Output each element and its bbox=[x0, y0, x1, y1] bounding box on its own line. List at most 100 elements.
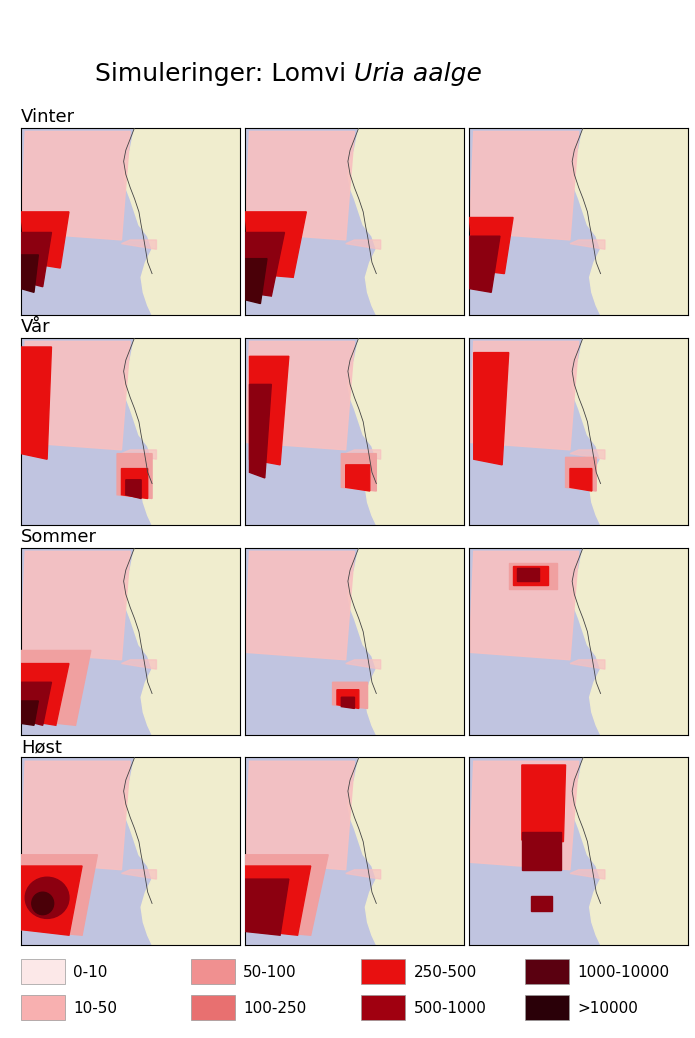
FancyBboxPatch shape bbox=[361, 959, 405, 984]
Polygon shape bbox=[21, 132, 130, 240]
Text: Sommer: Sommer bbox=[21, 528, 97, 546]
Polygon shape bbox=[469, 342, 579, 449]
Polygon shape bbox=[376, 459, 402, 510]
Polygon shape bbox=[474, 353, 509, 465]
Polygon shape bbox=[570, 468, 592, 491]
Polygon shape bbox=[245, 258, 267, 303]
Polygon shape bbox=[152, 249, 179, 300]
Ellipse shape bbox=[25, 877, 69, 919]
Polygon shape bbox=[572, 128, 688, 315]
FancyBboxPatch shape bbox=[525, 959, 569, 984]
Polygon shape bbox=[469, 218, 513, 274]
Polygon shape bbox=[627, 274, 648, 293]
Text: 250-500: 250-500 bbox=[414, 965, 477, 980]
Polygon shape bbox=[341, 698, 354, 709]
Polygon shape bbox=[250, 356, 289, 465]
Text: Vinter: Vinter bbox=[21, 108, 75, 127]
Polygon shape bbox=[117, 454, 152, 498]
Polygon shape bbox=[21, 651, 91, 726]
FancyBboxPatch shape bbox=[191, 959, 235, 984]
Polygon shape bbox=[402, 484, 425, 502]
Polygon shape bbox=[469, 551, 579, 660]
Polygon shape bbox=[21, 255, 38, 293]
FancyBboxPatch shape bbox=[191, 994, 235, 1020]
Text: Høst: Høst bbox=[21, 738, 62, 756]
Polygon shape bbox=[402, 693, 425, 712]
Text: 100-250: 100-250 bbox=[243, 1001, 306, 1016]
Polygon shape bbox=[402, 903, 425, 922]
Polygon shape bbox=[250, 384, 271, 477]
Polygon shape bbox=[21, 866, 82, 935]
Polygon shape bbox=[21, 701, 38, 726]
Polygon shape bbox=[376, 670, 402, 719]
Polygon shape bbox=[21, 682, 51, 726]
Bar bbox=[518, 568, 539, 581]
Text: 500-1000: 500-1000 bbox=[414, 1001, 486, 1016]
Polygon shape bbox=[21, 663, 69, 726]
Polygon shape bbox=[348, 337, 464, 525]
Polygon shape bbox=[600, 670, 627, 719]
Polygon shape bbox=[600, 879, 627, 930]
Polygon shape bbox=[122, 449, 156, 459]
Polygon shape bbox=[179, 903, 200, 922]
Polygon shape bbox=[21, 551, 130, 660]
Polygon shape bbox=[122, 870, 156, 879]
Polygon shape bbox=[627, 693, 648, 712]
Polygon shape bbox=[126, 480, 141, 498]
Polygon shape bbox=[522, 765, 566, 842]
Text: 10-50: 10-50 bbox=[73, 1001, 117, 1016]
FancyBboxPatch shape bbox=[525, 994, 569, 1020]
Polygon shape bbox=[245, 761, 354, 870]
Polygon shape bbox=[345, 660, 381, 670]
Polygon shape bbox=[245, 866, 311, 935]
Text: 0-10: 0-10 bbox=[73, 965, 108, 980]
Polygon shape bbox=[469, 132, 579, 240]
Polygon shape bbox=[122, 240, 156, 249]
Bar bbox=[522, 832, 561, 870]
Polygon shape bbox=[245, 132, 354, 240]
Polygon shape bbox=[566, 458, 596, 491]
Bar bbox=[513, 567, 548, 585]
Text: 50-100: 50-100 bbox=[243, 965, 297, 980]
Polygon shape bbox=[124, 128, 240, 315]
Polygon shape bbox=[348, 758, 464, 945]
Polygon shape bbox=[21, 212, 69, 268]
Polygon shape bbox=[600, 249, 627, 300]
Polygon shape bbox=[333, 682, 368, 709]
Polygon shape bbox=[469, 761, 579, 870]
Polygon shape bbox=[345, 870, 381, 879]
Polygon shape bbox=[124, 337, 240, 525]
Polygon shape bbox=[179, 693, 200, 712]
FancyBboxPatch shape bbox=[21, 994, 65, 1020]
Polygon shape bbox=[152, 670, 179, 719]
Polygon shape bbox=[345, 465, 370, 491]
Polygon shape bbox=[570, 449, 605, 459]
Polygon shape bbox=[245, 212, 306, 277]
Polygon shape bbox=[600, 459, 627, 510]
Text: 1000-10000: 1000-10000 bbox=[577, 965, 669, 980]
Polygon shape bbox=[572, 548, 688, 735]
Polygon shape bbox=[122, 468, 148, 498]
Bar bbox=[530, 896, 553, 911]
Polygon shape bbox=[627, 903, 648, 922]
Polygon shape bbox=[627, 484, 648, 502]
Polygon shape bbox=[245, 879, 289, 935]
Polygon shape bbox=[245, 551, 354, 660]
Text: Uria aalge: Uria aalge bbox=[354, 61, 482, 86]
Polygon shape bbox=[245, 233, 284, 296]
Polygon shape bbox=[572, 758, 688, 945]
Polygon shape bbox=[570, 870, 605, 879]
Polygon shape bbox=[245, 342, 354, 449]
Polygon shape bbox=[21, 342, 130, 449]
Polygon shape bbox=[124, 548, 240, 735]
Polygon shape bbox=[572, 337, 688, 525]
Polygon shape bbox=[124, 758, 240, 945]
Text: Simuleringer: Lomvi: Simuleringer: Lomvi bbox=[95, 61, 354, 86]
Polygon shape bbox=[152, 459, 179, 510]
Polygon shape bbox=[122, 660, 156, 670]
Polygon shape bbox=[337, 689, 359, 709]
Polygon shape bbox=[179, 274, 200, 293]
Polygon shape bbox=[345, 449, 381, 459]
Text: Vår: Vår bbox=[21, 319, 51, 336]
Polygon shape bbox=[21, 347, 51, 459]
